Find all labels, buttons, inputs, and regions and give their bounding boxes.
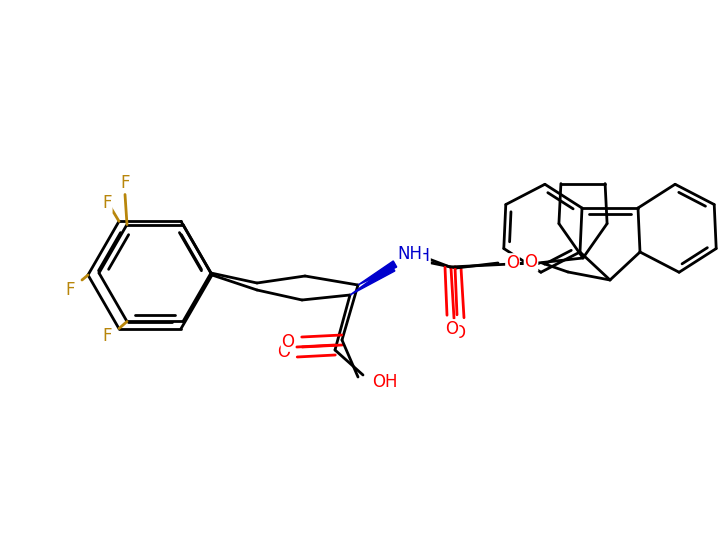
Polygon shape [350,265,395,295]
Text: NH: NH [397,245,423,263]
Text: NH: NH [405,247,430,265]
Text: F: F [65,281,75,299]
Text: O: O [506,254,519,272]
Polygon shape [358,261,397,285]
Text: F: F [120,173,130,191]
Text: F: F [102,195,112,213]
Text: O: O [524,253,537,271]
Text: OH: OH [371,374,397,392]
Text: F: F [102,328,112,346]
Text: OH: OH [372,373,397,391]
Text: O: O [445,320,458,338]
Text: O: O [452,324,465,342]
Text: O: O [278,343,291,361]
Text: O: O [281,333,294,351]
